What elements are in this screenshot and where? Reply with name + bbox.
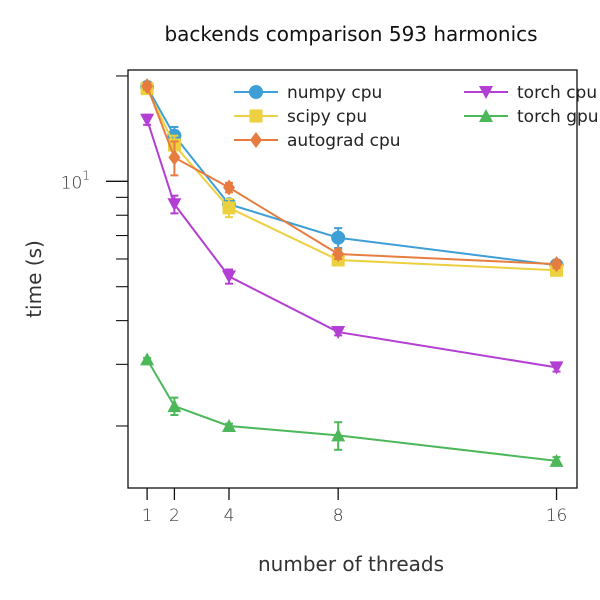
marker-circle — [331, 230, 346, 245]
legend-item: autograd cpu — [234, 131, 401, 151]
legend-label: torch cpu — [517, 83, 597, 103]
marker-diamond — [332, 245, 345, 262]
legend-item: numpy cpu — [234, 83, 382, 103]
marker-triangle-down — [140, 113, 155, 127]
marker-triangle-up — [221, 418, 236, 432]
marker-square — [249, 109, 263, 123]
legend-label: torch gpu — [517, 107, 599, 127]
series-torch-gpu — [140, 352, 564, 467]
marker-diamond — [222, 179, 235, 196]
marker-triangle-up — [167, 399, 182, 413]
marker-diamond — [550, 256, 563, 273]
chart-title: backends comparison 593 harmonics — [164, 22, 537, 46]
marker-diamond — [141, 78, 154, 95]
x-tick-label: 16 — [546, 506, 568, 526]
series-line — [146, 119, 557, 369]
series-line — [146, 358, 557, 462]
marker-triangle-down — [221, 270, 236, 284]
legend-label: numpy cpu — [287, 83, 382, 103]
marker-diamond — [250, 132, 262, 148]
marker-triangle-up — [549, 453, 564, 467]
marker-triangle-down — [331, 326, 346, 340]
marker-circle — [249, 85, 263, 99]
x-tick-label: 2 — [169, 506, 180, 526]
y-axis-label: time (s) — [22, 240, 46, 318]
x-axis-label: number of threads — [258, 552, 444, 576]
legend-item: torch cpu — [464, 83, 597, 103]
x-tick-label: 8 — [333, 506, 344, 526]
y-tick-label: 101 — [61, 168, 90, 193]
legend-label: autograd cpu — [287, 131, 401, 151]
plot-frame — [127, 69, 578, 489]
x-tick-label: 1 — [142, 506, 153, 526]
series-torch-cpu — [140, 113, 564, 375]
legend: numpy cpu scipy cpu autograd cpu torch cpu t… — [234, 83, 599, 151]
marker-triangle-down — [479, 86, 493, 99]
legend-item: scipy cpu — [234, 107, 367, 127]
legend-label: scipy cpu — [287, 107, 367, 127]
marker-triangle-down — [549, 361, 564, 375]
series-autograd-cpu — [141, 78, 563, 273]
marker-square — [222, 201, 236, 215]
legend-item: torch gpu — [464, 107, 599, 127]
marker-triangle-up — [331, 428, 346, 442]
marker-diamond — [168, 149, 181, 166]
marker-triangle-up — [479, 109, 493, 122]
marker-triangle-down — [167, 198, 182, 212]
marker-triangle-up — [140, 352, 155, 366]
x-tick-label: 4 — [224, 506, 235, 526]
